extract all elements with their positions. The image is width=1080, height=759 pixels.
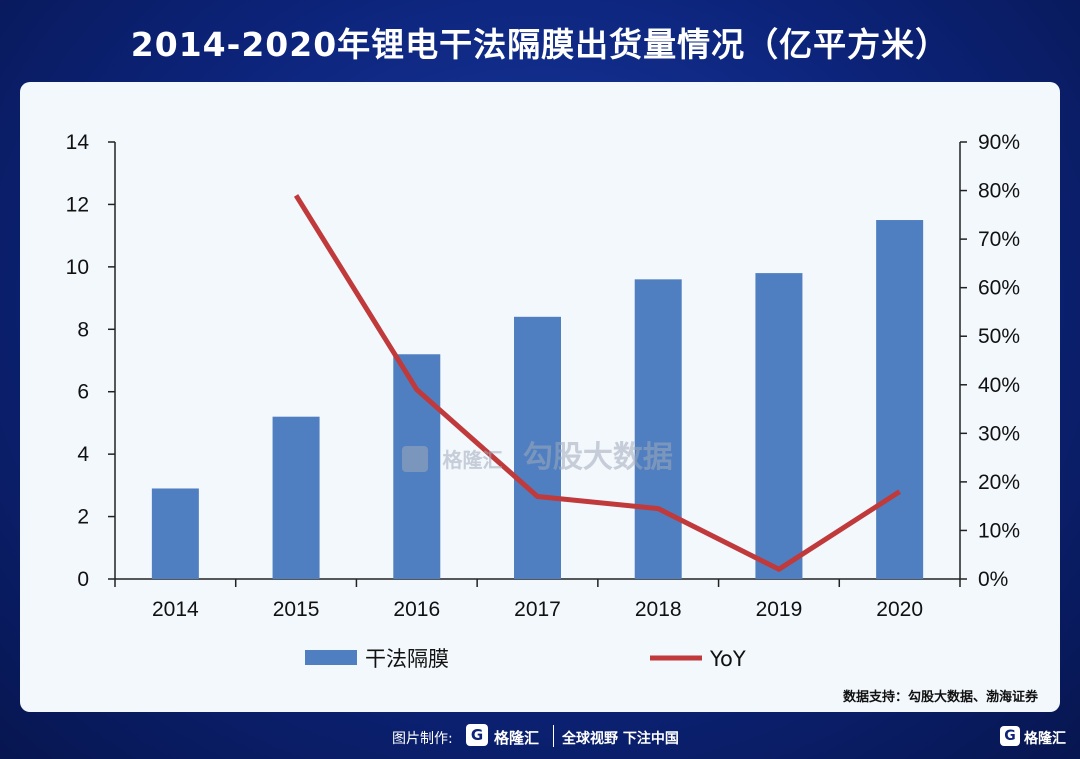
source-note: 数据支持：勾股大数据、渤海证券 <box>842 690 1038 705</box>
footer-divider <box>553 725 554 747</box>
x-tick-label: 2015 <box>273 598 320 621</box>
bar <box>755 273 803 579</box>
chart-svg: 0 2 4 6 8 10 12 14 0% 10% 20% 30% 40% 50% 60% 70% 80% 90%… <box>66 131 1020 671</box>
bar <box>514 316 561 579</box>
x-tick-label: 2020 <box>876 598 923 621</box>
footer-credit: 图片制作: <box>392 731 453 747</box>
right-tick-label: 20% <box>978 471 1020 494</box>
watermark-logo-icon <box>402 445 428 472</box>
left-tick-label: 6 <box>77 381 89 404</box>
x-tick-label: 2019 <box>756 598 803 621</box>
bar <box>634 279 682 579</box>
right-tick-label: 50% <box>978 325 1020 348</box>
legend-bar-swatch <box>305 650 357 665</box>
right-tick-label: 30% <box>978 422 1020 445</box>
left-tick-label: 12 <box>66 193 89 216</box>
left-tick-label: 10 <box>66 256 89 279</box>
brand-logo-icon-right: G <box>1000 726 1020 746</box>
legend-line-label: YoY <box>709 647 746 671</box>
watermark: 格隆汇 勾股大数据 <box>402 432 673 476</box>
x-tick-label: 2018 <box>635 598 682 621</box>
right-tick-label: 70% <box>978 228 1020 251</box>
left-tick-label: 4 <box>77 443 89 466</box>
left-tick-label: 0 <box>77 568 89 591</box>
legend-bar-label: 干法隔膜 <box>365 647 449 671</box>
left-tick-label: 14 <box>66 131 90 154</box>
x-tick-label: 2014 <box>152 598 199 621</box>
footer: 图片制作: G 格隆汇 全球视野 下注中国 G 格隆汇 <box>0 722 1080 752</box>
right-tick-label: 40% <box>978 374 1020 397</box>
watermark-brand: 格隆汇 <box>442 448 503 472</box>
right-tick-label: 0% <box>978 568 1008 591</box>
footer-brand: 格隆汇 <box>494 729 540 747</box>
footer-slogan: 全球视野 下注中国 <box>562 731 679 747</box>
bar <box>272 416 320 579</box>
chart-title: 2014-2020年锂电干法隔膜出货量情况（亿平方米） <box>130 25 950 64</box>
left-tick-label: 8 <box>77 318 89 341</box>
left-tick-label: 2 <box>77 506 89 529</box>
yoy-line <box>293 194 901 572</box>
chart-panel: 0 2 4 6 8 10 12 14 0% 10% 20% 30% 40% 50% 60% 70% 80% 90%… <box>20 82 1060 712</box>
right-tick-label: 80% <box>978 180 1020 203</box>
x-tick-label: 2017 <box>514 598 561 621</box>
footer-brand-right: 格隆汇 <box>1024 731 1066 747</box>
bar <box>151 488 199 579</box>
bar <box>876 220 924 580</box>
right-tick-label: 10% <box>978 519 1020 542</box>
brand-logo-icon: G <box>466 724 488 746</box>
watermark-text: 勾股大数据 <box>522 440 673 475</box>
x-tick-label: 2016 <box>393 598 440 621</box>
right-tick-label: 60% <box>978 277 1020 300</box>
right-tick-label: 90% <box>978 131 1020 154</box>
